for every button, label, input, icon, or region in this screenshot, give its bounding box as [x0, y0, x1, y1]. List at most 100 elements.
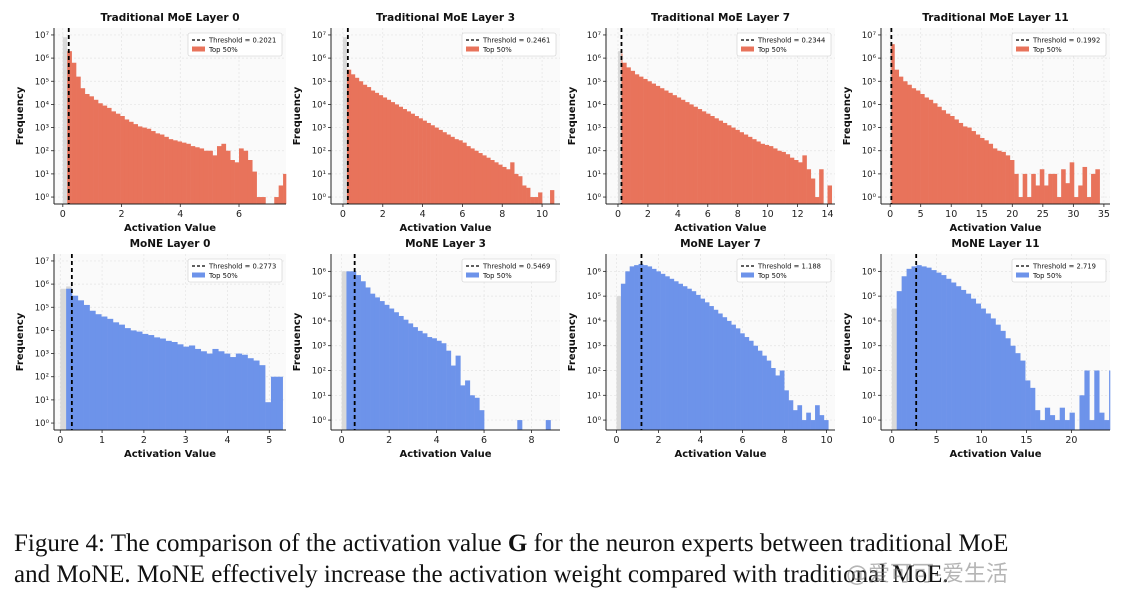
- y-tick-label: 10³: [862, 342, 876, 352]
- chart-panel-6: 0 2 4 6 8 10 10⁰ 10¹ 10² 10³ 10⁴ 10⁵ 10⁶ MoNE Layer 7…: [567, 238, 835, 460]
- histogram-bar: [355, 275, 361, 430]
- chart-panel-5: 0 2 4 6 8 10⁰ 10¹ 10² 10³ 10⁴ 10⁵ 10⁶ MoNE Layer 3 Ac…: [292, 238, 560, 460]
- histogram-bar: [747, 136, 753, 204]
- histogram-bar: [354, 77, 360, 204]
- histogram-bar: [806, 412, 811, 430]
- histogram-bar: [891, 44, 895, 204]
- y-tick-label: 10¹: [862, 391, 876, 401]
- x-tick-label: 8: [782, 435, 788, 446]
- histogram-bar: [402, 109, 407, 204]
- legend-box: [187, 258, 283, 283]
- below-threshold-bar: [616, 296, 621, 430]
- histogram-bar: [898, 76, 904, 204]
- histogram-bar: [901, 276, 907, 430]
- histogram-bar: [460, 385, 466, 430]
- histogram-bar: [642, 265, 648, 430]
- x-axis-label: Activation Value: [949, 223, 1041, 234]
- histogram-bar: [1018, 197, 1023, 204]
- histogram-bar: [458, 140, 463, 204]
- x-tick-label: 6: [481, 435, 487, 446]
- histogram-bar: [212, 155, 218, 204]
- x-axis-label: Activation Value: [399, 449, 491, 460]
- histogram-bar: [426, 122, 431, 204]
- histogram-bar: [120, 116, 125, 204]
- histogram-bar: [979, 138, 985, 204]
- histogram-bar: [465, 380, 471, 430]
- histogram-bar: [530, 197, 535, 204]
- histogram-bar: [253, 360, 260, 430]
- histogram-bar: [71, 62, 77, 204]
- histogram-bar: [768, 146, 774, 204]
- y-tick-label: 10⁴: [587, 317, 602, 327]
- histogram-bar: [470, 148, 475, 204]
- histogram-bar: [752, 139, 757, 204]
- y-tick-label: 10³: [312, 342, 326, 352]
- y-tick-label: 10⁶: [312, 267, 327, 277]
- histogram-bar: [931, 270, 937, 430]
- y-tick-label: 10⁷: [862, 31, 877, 41]
- histogram-bar: [133, 124, 138, 204]
- histogram-bar: [159, 134, 165, 204]
- histogram-bar: [1005, 338, 1011, 430]
- histogram-bar: [1025, 380, 1031, 430]
- legend-box: [461, 258, 557, 283]
- histogram-bar: [398, 315, 404, 430]
- histogram-bar: [1000, 330, 1006, 430]
- below-threshold-bar: [891, 308, 897, 430]
- legend-top50-label: Top 50%: [208, 272, 238, 280]
- x-tick-label: 4: [434, 435, 440, 446]
- histogram-bar: [208, 150, 213, 204]
- histogram-bar: [700, 298, 706, 430]
- x-tick-label: 0: [889, 435, 895, 446]
- histogram-bar: [454, 139, 459, 204]
- histogram-bar: [762, 355, 767, 430]
- histogram-bar: [819, 415, 825, 430]
- histogram-bar: [111, 111, 116, 204]
- y-tick-label: 10⁶: [587, 267, 602, 277]
- histogram-bar: [970, 298, 977, 430]
- histogram-bar: [93, 99, 99, 204]
- y-axis-label: Frequency: [15, 312, 26, 371]
- histogram-bar: [960, 289, 967, 430]
- y-tick-label: 10³: [35, 124, 49, 134]
- histogram-bar: [689, 104, 694, 204]
- x-tick-label: 4: [420, 209, 426, 220]
- histogram-bar: [168, 139, 174, 204]
- histogram-bar: [726, 125, 732, 204]
- histogram-bar: [270, 376, 278, 430]
- histogram-bar: [346, 271, 352, 430]
- histogram-bar: [988, 143, 994, 204]
- y-tick-label: 10⁷: [35, 257, 50, 267]
- histogram-bar: [278, 185, 284, 204]
- histogram-bar: [656, 271, 661, 430]
- y-tick-label: 10⁶: [862, 54, 877, 64]
- histogram-bar: [1078, 185, 1083, 204]
- x-tick-label: 10: [821, 435, 833, 446]
- histogram-bar: [902, 81, 908, 204]
- histogram-bar: [984, 140, 989, 204]
- x-axis-label: Activation Value: [124, 223, 216, 234]
- histogram-bar: [71, 295, 79, 430]
- histogram-bar: [406, 111, 411, 204]
- histogram-bar: [748, 340, 754, 430]
- histogram-bar: [722, 122, 728, 204]
- histogram-bar: [941, 275, 947, 430]
- x-tick-label: 4: [224, 435, 230, 446]
- x-tick-label: 0: [340, 209, 346, 220]
- histogram-bar: [466, 146, 471, 204]
- histogram-bar: [365, 287, 371, 430]
- histogram-bar: [358, 81, 364, 204]
- x-tick-label: 20: [1065, 435, 1077, 446]
- histogram-bar: [911, 266, 917, 430]
- y-tick-label: 10³: [312, 124, 326, 134]
- histogram-bar: [735, 129, 740, 204]
- histogram-bar: [474, 397, 480, 430]
- histogram-bar: [142, 127, 147, 204]
- histogram-bar: [1089, 420, 1095, 430]
- chart-panel-0: 0 2 4 6 10⁰ 10¹ 10² 10³ 10⁴ 10⁵ 10⁶ 10⁷ Traditional …: [15, 12, 287, 234]
- x-tick-label: 4: [698, 435, 704, 446]
- histogram-bar: [107, 318, 114, 430]
- histogram-bar: [1054, 420, 1061, 430]
